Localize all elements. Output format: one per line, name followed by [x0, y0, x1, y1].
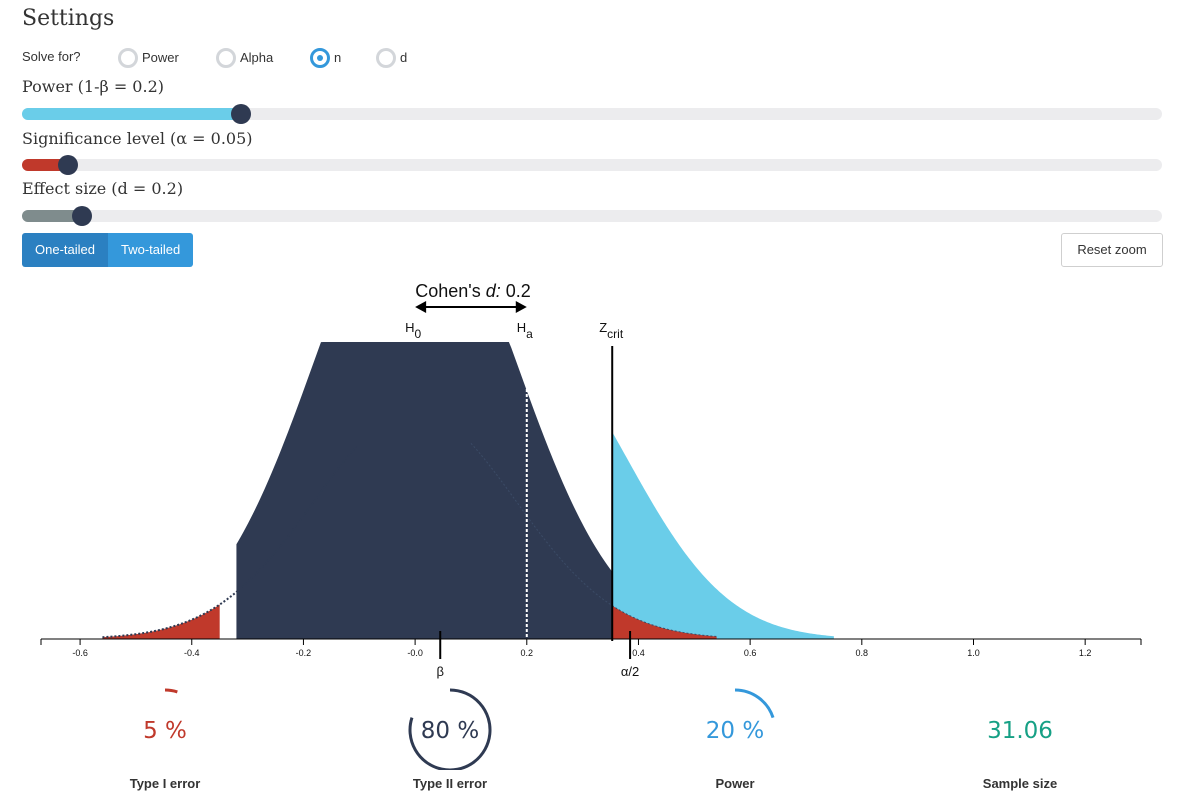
- sample-size-stat: 31.06 Sample size: [940, 680, 1100, 800]
- arrow-left-head-icon: [415, 301, 427, 313]
- type2-error-value: 80 %: [420, 718, 480, 744]
- power-label: Power: [715, 776, 755, 791]
- ha-label: Ha: [517, 320, 533, 341]
- radio-circle-icon: [216, 48, 236, 68]
- type1-error-arc: [164, 688, 178, 694]
- null-right-dotted-curve: [470, 442, 717, 637]
- alpha-slider[interactable]: [22, 155, 1162, 175]
- power-stat: 20 % Power: [655, 680, 815, 800]
- alpha-right-area: [612, 605, 717, 639]
- effect-slider-handle[interactable]: [72, 206, 93, 226]
- two-tailed-button[interactable]: Two-tailed: [107, 233, 194, 267]
- effect-slider-label: Effect size (d = 0.2): [22, 179, 184, 198]
- beta-marker-label: β: [436, 664, 443, 679]
- cohens-d-title: Cohen's d: 0.2: [415, 281, 531, 301]
- distribution-areas: [102, 342, 834, 639]
- power-area: [612, 432, 834, 639]
- h0-label: H0: [405, 320, 421, 341]
- x-tick-label: 0.8: [856, 648, 869, 658]
- power-slider[interactable]: [22, 104, 1162, 124]
- type1-error-value: 5 %: [143, 718, 187, 744]
- radio-circle-icon: [376, 48, 396, 68]
- radio-n-label: n: [334, 50, 342, 65]
- arrow-right-head-icon: [515, 301, 527, 313]
- radio-circle-icon: [310, 48, 330, 68]
- power-slider-label: Power (1-β = 0.2): [22, 77, 164, 96]
- null-left-dotted-curve: [102, 445, 358, 639]
- radio-d-label: d: [400, 50, 408, 65]
- alpha-marker-label: α/2: [621, 664, 639, 679]
- type2-error-area: [236, 342, 613, 639]
- effect-slider[interactable]: [22, 206, 1162, 226]
- tail-toggle: One-tailed Two-tailed: [22, 233, 194, 267]
- radio-alpha-label: Alpha: [240, 50, 274, 65]
- distribution-lines: [102, 344, 717, 641]
- power-slider-handle[interactable]: [230, 104, 251, 124]
- alpha-slider-handle[interactable]: [57, 155, 78, 175]
- power-value: 20 %: [705, 718, 765, 744]
- x-axis: -0.6 -0.4 -0.2 -0.0 0.2 0.4 0.6 0.8 1.0 1.2: [40, 631, 1142, 659]
- reset-zoom-button[interactable]: Reset zoom: [1061, 233, 1163, 267]
- alpha-slider-label: Significance level (α = 0.05): [22, 129, 253, 148]
- type2-error-arc: [408, 688, 492, 770]
- zcrit-label: Zcrit: [599, 320, 624, 341]
- x-tick-label: -0.4: [184, 648, 200, 658]
- x-tick-label: 0.6: [744, 648, 757, 658]
- x-tick-label: -0.0: [407, 648, 423, 658]
- x-tick-label: -0.2: [296, 648, 312, 658]
- type1-error-stat: 5 % Type I error: [85, 680, 245, 800]
- solve-for-label: Solve for?: [22, 49, 81, 64]
- radio-circle-icon: [118, 48, 138, 68]
- x-tick-label: -0.6: [72, 648, 88, 658]
- power-distribution-plot[interactable]: -0.6 -0.4 -0.2 -0.0 0.2 0.4 0.6 0.8 1.0 1.2 Cohen…: [0, 270, 1195, 680]
- radio-power-label: Power: [142, 50, 179, 65]
- power-slider-fill: [22, 108, 249, 120]
- alpha-left-area: [102, 604, 220, 639]
- power-arc: [734, 688, 775, 719]
- sample-size-value: 31.06: [987, 718, 1053, 744]
- one-tailed-button[interactable]: One-tailed: [22, 233, 108, 267]
- x-tick-label: 1.0: [967, 648, 980, 658]
- type1-error-label: Type I error: [129, 776, 201, 791]
- effect-size-arrow: [415, 301, 527, 313]
- x-tick-label: 1.2: [1079, 648, 1092, 658]
- x-tick-label: 0.4: [632, 648, 645, 658]
- settings-title: Settings: [22, 6, 115, 31]
- type2-error-label: Type II error: [412, 776, 488, 791]
- x-tick-label: 0.2: [521, 648, 534, 658]
- type2-error-stat: 80 % Type II error: [370, 680, 530, 800]
- sample-size-label: Sample size: [982, 776, 1058, 791]
